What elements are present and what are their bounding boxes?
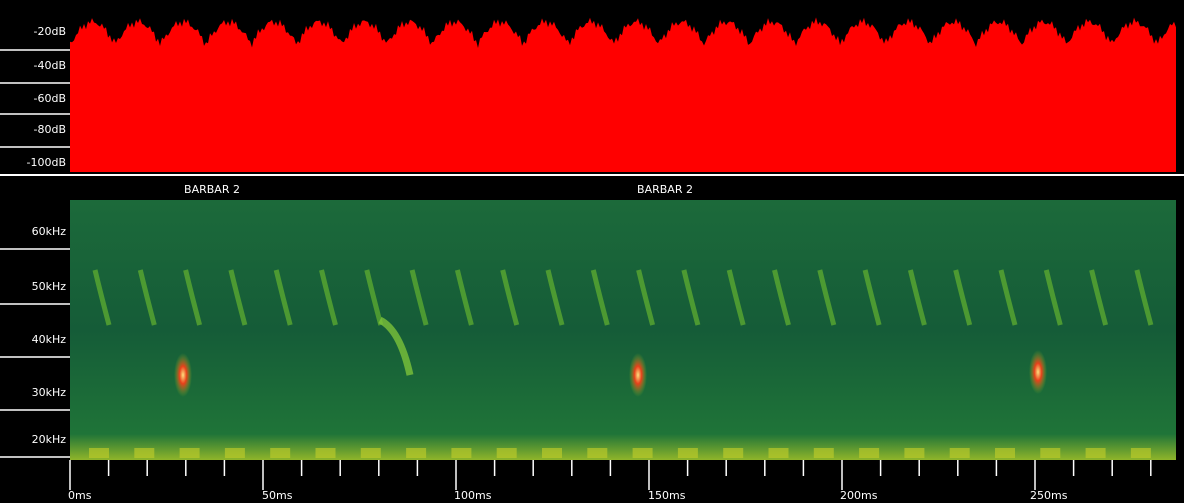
call-trace [183,269,203,326]
db-label: -80dB [34,123,67,136]
call-trace [953,269,973,326]
ground-noise [496,448,517,458]
call-trace [590,269,610,326]
spectrogram-area [70,200,1176,460]
call-trace [726,269,746,326]
call-trace [1089,269,1109,326]
ground-noise [768,448,789,458]
call-label: BARBAR 2 [637,183,693,196]
call-hotspot [1029,350,1047,394]
ground-noise [587,448,608,458]
call-trace [1043,269,1063,326]
ground-noise [1130,448,1151,458]
ground-noise [89,448,109,458]
ground-noise [904,448,925,458]
ground-noise [813,448,834,458]
ground-noise [995,448,1015,458]
amplitude-waveform [70,17,1176,173]
call-hotspot [174,353,192,397]
call-trace [545,269,565,326]
waveform-envelope [70,17,1176,173]
call-trace [409,269,429,326]
ground-noise [723,448,744,458]
ground-noise [134,448,155,458]
ground-noise [677,448,698,458]
frequency-label: 20kHz [32,433,67,446]
ground-noise [179,448,200,458]
ground-noise [632,448,653,458]
call-trace [500,269,520,326]
call-traces [89,269,1154,458]
frequency-label: 60kHz [32,225,67,238]
ground-noise [542,448,562,458]
frequency-label: 30kHz [32,386,67,399]
db-label: -20dB [34,25,67,38]
call-trace [319,269,338,326]
call-trace [378,316,414,376]
call-trace [862,269,882,326]
call-trace [454,269,474,326]
time-label: 150ms [648,489,686,502]
time-label: 50ms [262,489,293,502]
call-trace [228,269,248,326]
call-trace [273,269,293,326]
time-label: 100ms [454,489,492,502]
call-trace [681,269,701,326]
call-trace [907,269,927,326]
frequency-label: 40kHz [32,333,67,346]
ground-noise [451,448,472,458]
ground-noise [406,448,427,458]
call-hotspot [629,353,647,397]
ground-noise [949,448,970,458]
labels: -20dB -40dB -60dB -80dB -100dB BARBAR 2 BARBAR… [0,25,1152,502]
time-label: 0ms [68,489,92,502]
ground-noise [270,448,291,458]
ground-noise [1040,448,1061,458]
call-trace [1134,269,1154,326]
call-trace [998,269,1018,326]
time-label: 200ms [840,489,878,502]
ground-noise [224,448,245,458]
call-trace [636,269,656,326]
call-trace [817,269,837,326]
frequency-label: 50kHz [32,280,67,293]
call-trace [772,269,791,326]
time-label: 250ms [1030,489,1068,502]
ground-noise [360,448,381,458]
call-label: BARBAR 2 [184,183,240,196]
call-trace [92,269,112,326]
db-label: -40dB [34,59,67,72]
ground-noise [859,448,880,458]
call-trace [364,269,384,326]
ground-noise [315,448,336,458]
db-label: -100dB [27,156,67,169]
call-trace [137,269,157,326]
db-label: -60dB [34,92,67,105]
ground-noise [1085,448,1106,458]
